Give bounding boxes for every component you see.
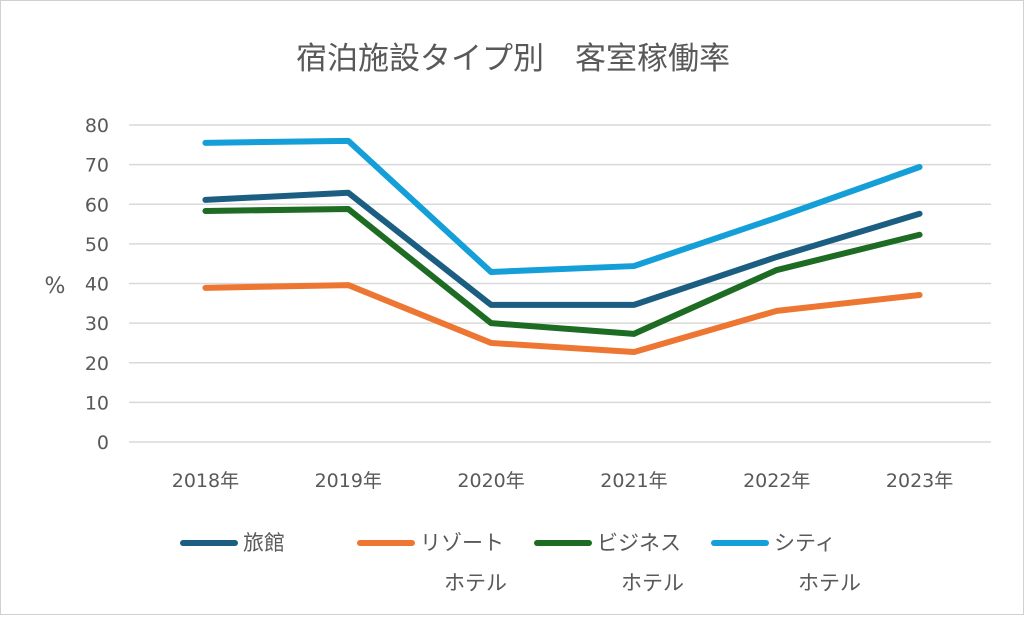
legend-label: ホテル <box>444 571 507 595</box>
y-tick-label: 30 <box>85 313 109 335</box>
legend-label: 旅館 <box>243 531 285 555</box>
y-axis-label: % <box>45 274 66 299</box>
legend-label: ホテル <box>798 571 861 595</box>
y-tick-label: 70 <box>85 155 109 177</box>
y-tick-label: 80 <box>85 115 109 137</box>
x-tick-label: 2019年 <box>315 470 382 492</box>
y-tick-label: 20 <box>85 353 109 375</box>
series-line <box>205 285 919 352</box>
y-tick-label: 0 <box>97 432 109 454</box>
y-tick-label: 40 <box>85 274 109 296</box>
legend-label: ビジネス <box>597 531 681 555</box>
x-tick-label: 2023年 <box>886 470 953 492</box>
x-tick-label: 2022年 <box>743 470 810 492</box>
legend-label: シティ <box>774 531 836 555</box>
chart-title: 宿泊施設タイプ別 客室稼働率 <box>296 41 730 77</box>
x-tick-label: 2021年 <box>600 470 667 492</box>
x-tick-label: 2018年 <box>172 470 239 492</box>
y-tick-label: 10 <box>85 392 109 414</box>
y-tick-label: 50 <box>85 234 109 256</box>
legend-label: ホテル <box>621 571 684 595</box>
legend-label: リゾート <box>420 531 504 555</box>
series-line <box>205 141 919 272</box>
x-tick-label: 2020年 <box>457 470 524 492</box>
y-tick-label: 60 <box>85 194 109 216</box>
